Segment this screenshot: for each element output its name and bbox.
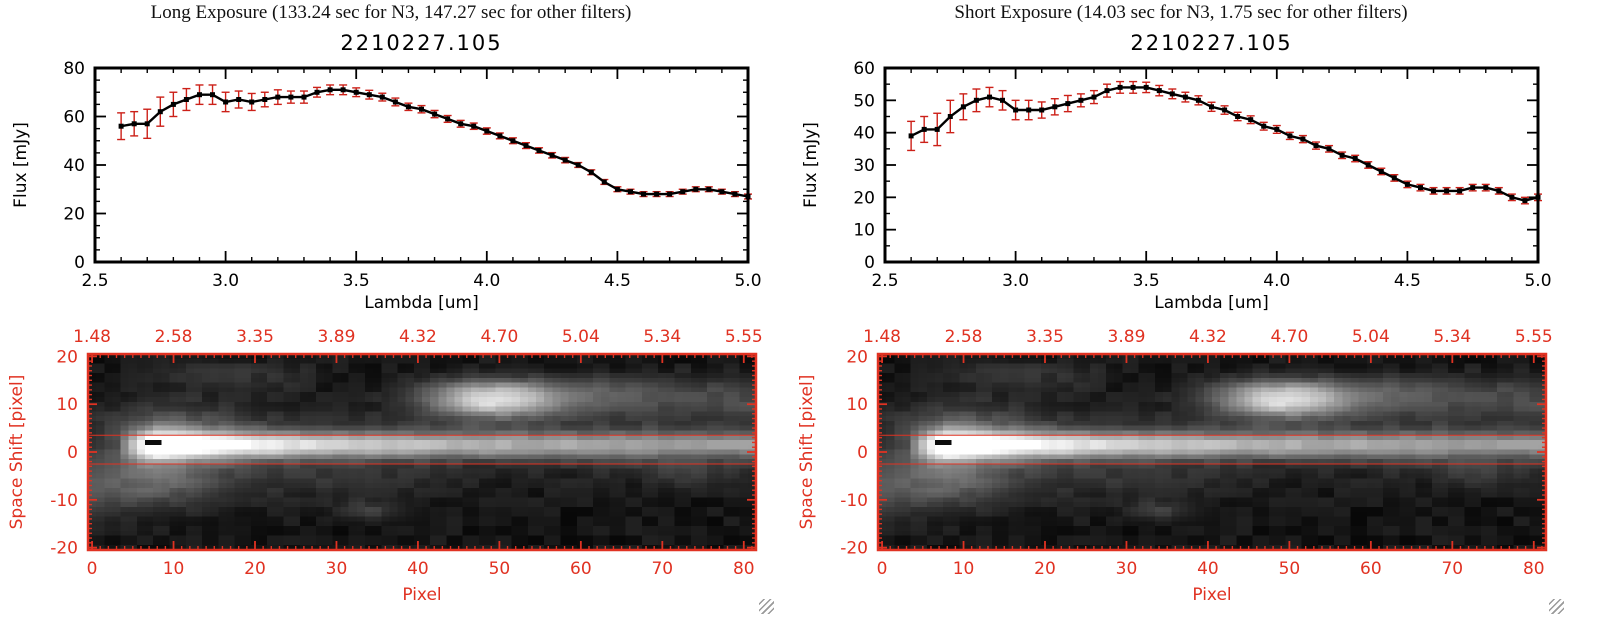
svg-text:60: 60: [63, 108, 85, 128]
svg-text:5.0: 5.0: [734, 271, 761, 291]
svg-text:4.32: 4.32: [399, 327, 437, 347]
svg-text:60: 60: [853, 59, 875, 79]
svg-text:60: 60: [1360, 559, 1382, 579]
svg-text:3.89: 3.89: [318, 327, 356, 347]
long-image-canvas: [88, 354, 756, 550]
long-spectrum-svg: 2.5 3.0 3.5 4.0 4.5 5.0 0 20 40 60 80 2210227.105 La…: [11, 31, 762, 313]
svg-text:30: 30: [326, 559, 348, 579]
svg-text:1.48: 1.48: [863, 327, 901, 347]
short-exposure-spectrum-plot: 2.5 3.0 3.5 4.0 4.5 5.0 0 10 20 30 40 50 60 2210227.1…: [790, 26, 1572, 326]
svg-text:80: 80: [1523, 559, 1545, 579]
svg-text:5.55: 5.55: [725, 327, 763, 347]
svg-text:10: 10: [953, 559, 975, 579]
svg-text:20: 20: [56, 347, 78, 367]
svg-text:80: 80: [63, 59, 85, 79]
svg-text:Pixel: Pixel: [402, 585, 441, 605]
svg-text:60: 60: [570, 559, 592, 579]
svg-text:Flux [mJy]: Flux [mJy]: [11, 122, 31, 208]
resize-grip-icon[interactable]: [1549, 599, 1564, 614]
svg-text:Lambda [um]: Lambda [um]: [1154, 293, 1268, 313]
svg-text:10: 10: [846, 395, 868, 415]
svg-text:5.34: 5.34: [643, 327, 681, 347]
svg-text:50: 50: [489, 559, 511, 579]
svg-text:Lambda [um]: Lambda [um]: [364, 293, 478, 313]
svg-text:-20: -20: [50, 539, 78, 559]
svg-text:-10: -10: [50, 491, 78, 511]
svg-text:4.5: 4.5: [604, 271, 631, 291]
panel-short-exposure-title: Short Exposure (14.03 sec for N3, 1.75 s…: [954, 2, 1408, 23]
svg-text:5.55: 5.55: [1515, 327, 1553, 347]
svg-text:5.04: 5.04: [1352, 327, 1390, 347]
svg-text:40: 40: [1197, 559, 1219, 579]
svg-text:Pixel: Pixel: [1192, 585, 1231, 605]
svg-text:2.5: 2.5: [81, 271, 108, 291]
svg-text:5.04: 5.04: [562, 327, 600, 347]
svg-text:3.0: 3.0: [212, 271, 239, 291]
svg-text:5.0: 5.0: [1524, 271, 1551, 291]
svg-text:4.70: 4.70: [1270, 327, 1308, 347]
svg-text:20: 20: [846, 347, 868, 367]
svg-text:2.58: 2.58: [945, 327, 983, 347]
svg-text:50: 50: [853, 91, 875, 111]
panel-short-exposure: Short Exposure (14.03 sec for N3, 1.75 s…: [790, 0, 1572, 622]
svg-text:1.48: 1.48: [73, 327, 111, 347]
svg-text:2210227.105: 2210227.105: [1130, 31, 1292, 55]
svg-text:40: 40: [853, 124, 875, 144]
svg-text:Space Shift [pixel]: Space Shift [pixel]: [7, 375, 27, 530]
short-image-canvas: [878, 354, 1546, 550]
long-exposure-spectral-image-plot: 0 10 20 30 40 50 60 70 80 -20 -10 0 10 20 1.48 2.58 3.35…: [0, 318, 782, 614]
svg-text:40: 40: [63, 156, 85, 176]
svg-text:0: 0: [87, 559, 98, 579]
svg-text:10: 10: [56, 395, 78, 415]
svg-text:4.5: 4.5: [1394, 271, 1421, 291]
svg-text:4.0: 4.0: [1263, 271, 1290, 291]
short-spectrum-svg: 2.5 3.0 3.5 4.0 4.5 5.0 0 10 20 30 40 50 60 2210227.1…: [801, 31, 1552, 313]
svg-text:4.32: 4.32: [1189, 327, 1227, 347]
resize-grip-icon[interactable]: [759, 599, 774, 614]
svg-text:2210227.105: 2210227.105: [340, 31, 502, 55]
short-exposure-spectral-image-plot: 0 10 20 30 40 50 60 70 80 -20 -10 0 10 20 1.48 2.58 3.35…: [790, 318, 1572, 614]
panel-long-exposure-title: Long Exposure (133.24 sec for N3, 147.27…: [150, 2, 632, 23]
svg-text:70: 70: [651, 559, 673, 579]
svg-text:3.5: 3.5: [343, 271, 370, 291]
svg-text:0: 0: [877, 559, 888, 579]
svg-text:4.70: 4.70: [480, 327, 518, 347]
svg-text:4.0: 4.0: [473, 271, 500, 291]
svg-text:70: 70: [1441, 559, 1463, 579]
svg-text:3.35: 3.35: [1026, 327, 1064, 347]
svg-text:2.58: 2.58: [155, 327, 193, 347]
svg-text:Space Shift [pixel]: Space Shift [pixel]: [797, 375, 817, 530]
svg-text:Flux [mJy]: Flux [mJy]: [801, 122, 821, 208]
svg-text:-20: -20: [840, 539, 868, 559]
svg-text:0: 0: [74, 253, 85, 273]
svg-text:0: 0: [67, 443, 78, 463]
long-exposure-spectrum-plot: 2.5 3.0 3.5 4.0 4.5 5.0 0 20 40 60 80 2210227.105 La…: [0, 26, 782, 326]
svg-text:5.34: 5.34: [1433, 327, 1471, 347]
svg-text:10: 10: [853, 221, 875, 241]
svg-text:3.0: 3.0: [1002, 271, 1029, 291]
svg-text:40: 40: [407, 559, 429, 579]
svg-text:20: 20: [853, 188, 875, 208]
svg-text:20: 20: [244, 559, 266, 579]
svg-text:3.5: 3.5: [1133, 271, 1160, 291]
panel-long-exposure: Long Exposure (133.24 sec for N3, 147.27…: [0, 0, 782, 622]
svg-text:2.5: 2.5: [871, 271, 898, 291]
svg-text:20: 20: [1034, 559, 1056, 579]
svg-text:20: 20: [63, 205, 85, 225]
svg-text:30: 30: [1116, 559, 1138, 579]
svg-text:3.35: 3.35: [236, 327, 274, 347]
svg-text:30: 30: [853, 156, 875, 176]
svg-text:3.89: 3.89: [1108, 327, 1146, 347]
svg-text:0: 0: [864, 253, 875, 273]
svg-text:10: 10: [163, 559, 185, 579]
svg-text:80: 80: [733, 559, 755, 579]
svg-text:0: 0: [857, 443, 868, 463]
svg-text:50: 50: [1279, 559, 1301, 579]
svg-text:-10: -10: [840, 491, 868, 511]
